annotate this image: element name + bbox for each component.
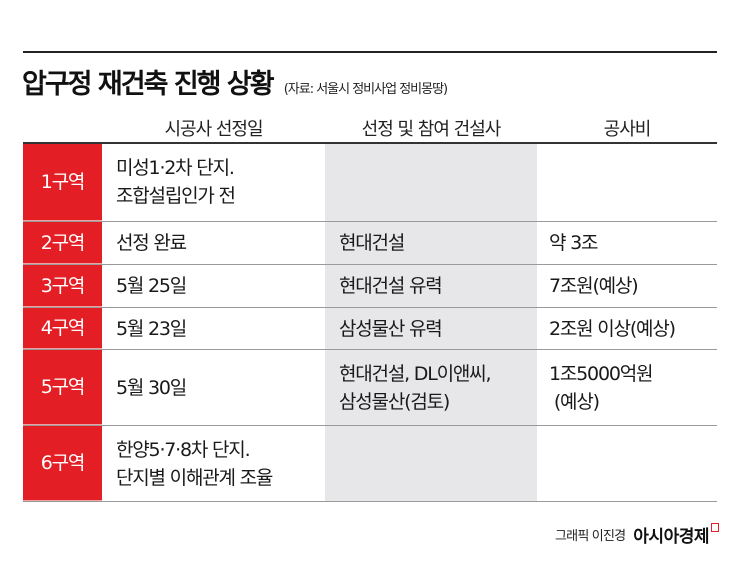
cost-line: 약 3조 bbox=[549, 232, 598, 254]
table-row-zone-6: 6구역 한양5·7·8차 단지. 단지별 이해관계 조율 bbox=[23, 426, 717, 502]
date-line: 5월 25일 bbox=[116, 275, 187, 297]
footer: 그래픽 이진경 아시아경제 bbox=[555, 522, 719, 547]
table-row-zone-5: 5구역 5월 30일 현대건설, DL이앤씨, 삼성물산(검토) 1조5000억… bbox=[23, 350, 717, 426]
date-cell: 5월 30일 bbox=[102, 350, 325, 425]
firm-cell bbox=[325, 426, 537, 501]
firm-line: 현대건설 유력 bbox=[339, 275, 443, 297]
column-header-date: 시공사 선정일 bbox=[164, 119, 263, 140]
date-cell: 5월 23일 bbox=[102, 308, 325, 349]
cost-line: 7조원(예상) bbox=[549, 275, 639, 297]
table-row-zone-2: 2구역 선정 완료 현대건설 약 3조 bbox=[23, 222, 717, 265]
source-note: (자료: 서울시 정비사업 정비몽땅) bbox=[283, 82, 448, 97]
top-rule bbox=[23, 51, 717, 53]
table-row-zone-4: 4구역 5월 23일 삼성물산 유력 2조원 이상(예상) bbox=[23, 308, 717, 350]
brand-logo: 아시아경제 bbox=[633, 527, 709, 547]
firm-line: 삼성물산(검토) bbox=[339, 390, 450, 413]
cost-cell bbox=[537, 143, 717, 221]
date-line: 단지별 이해관계 조율 bbox=[116, 466, 273, 489]
zone-label: 6구역 bbox=[23, 426, 102, 501]
zone-label: 3구역 bbox=[23, 265, 102, 307]
zone-label: 5구역 bbox=[23, 350, 102, 425]
cost-cell: 1조5000억원 (예상) bbox=[537, 350, 717, 425]
date-line: 조합설립인가 전 bbox=[116, 185, 236, 207]
column-header-cost: 공사비 bbox=[603, 119, 652, 140]
firm-cell: 현대건설 bbox=[325, 222, 537, 264]
table-row-zone-3: 3구역 5월 25일 현대건설 유력 7조원(예상) bbox=[23, 265, 717, 308]
date-line: 미성1·2차 단지. bbox=[116, 157, 235, 179]
header-rule bbox=[23, 142, 717, 144]
firm-line: 삼성물산 유력 bbox=[339, 317, 443, 340]
date-cell: 선정 완료 bbox=[102, 222, 325, 264]
date-line: 5월 23일 bbox=[116, 317, 187, 340]
firm-cell: 현대건설 유력 bbox=[325, 265, 537, 307]
firm-line: 현대건설 bbox=[339, 232, 405, 254]
cost-line: (예상) bbox=[549, 390, 600, 413]
date-cell: 5월 25일 bbox=[102, 265, 325, 307]
brand-mark-icon bbox=[711, 523, 719, 532]
firm-cell: 삼성물산 유력 bbox=[325, 308, 537, 349]
zone-label: 2구역 bbox=[23, 222, 102, 264]
cost-cell bbox=[537, 426, 717, 501]
cost-cell: 7조원(예상) bbox=[537, 265, 717, 307]
firm-cell: 현대건설, DL이앤씨, 삼성물산(검토) bbox=[325, 350, 537, 425]
firm-cell bbox=[325, 143, 537, 221]
page-title: 압구정 재건축 진행 상황 bbox=[22, 69, 275, 100]
cost-line: 1조5000억원 bbox=[549, 362, 653, 385]
cost-line: 2조원 이상(예상) bbox=[549, 317, 676, 340]
date-line: 선정 완료 bbox=[116, 232, 187, 254]
date-cell: 미성1·2차 단지. 조합설립인가 전 bbox=[102, 143, 325, 221]
table-row-zone-1: 1구역 미성1·2차 단지. 조합설립인가 전 bbox=[23, 143, 717, 222]
firm-line: 현대건설, DL이앤씨, bbox=[339, 362, 491, 385]
cost-cell: 2조원 이상(예상) bbox=[537, 308, 717, 349]
date-line: 5월 30일 bbox=[116, 376, 187, 399]
date-cell: 한양5·7·8차 단지. 단지별 이해관계 조율 bbox=[102, 426, 325, 501]
zone-label: 1구역 bbox=[23, 143, 102, 221]
title-row: 압구정 재건축 진행 상황 (자료: 서울시 정비사업 정비몽땅) bbox=[22, 62, 448, 101]
graphic-credit: 그래픽 이진경 bbox=[555, 529, 626, 544]
cost-cell: 약 3조 bbox=[537, 222, 717, 264]
zone-label: 4구역 bbox=[23, 308, 102, 349]
date-line: 한양5·7·8차 단지. bbox=[116, 438, 251, 461]
column-header-firm: 선정 및 참여 건설사 bbox=[361, 119, 502, 140]
